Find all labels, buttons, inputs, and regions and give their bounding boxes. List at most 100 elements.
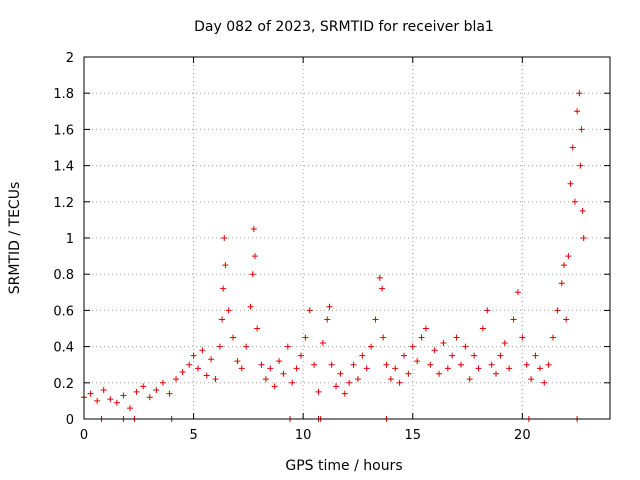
data-point [127, 405, 134, 412]
plot-frame [83, 56, 611, 420]
data-point [153, 387, 160, 394]
data-point [368, 343, 375, 350]
axis-ticks: 0 5 10 15 20 0 0.2 0.4 0.6 0.8 1 1.2 1.4 1.6 1.8 2 [53, 51, 610, 443]
data-point [479, 325, 486, 332]
data-point [519, 334, 526, 341]
data-point [222, 262, 229, 269]
data-point [173, 376, 180, 383]
data-point [234, 358, 241, 365]
data-point [199, 347, 206, 354]
data-point [396, 379, 403, 386]
data-point [100, 387, 107, 394]
data-point [251, 253, 258, 260]
data-point [363, 365, 370, 372]
chart-title: Day 082 of 2023, SRMTID for receiver bla… [194, 19, 494, 35]
data-point [346, 379, 353, 386]
data-point [422, 325, 429, 332]
data-point [567, 180, 574, 187]
y-tick-label: 0.8 [53, 268, 74, 283]
data-point [457, 361, 464, 368]
y-tick-label: 0.6 [53, 304, 74, 319]
data-point [271, 383, 278, 390]
data-point [379, 285, 386, 292]
data-point [319, 339, 326, 346]
data-point [449, 352, 456, 359]
data-point [569, 144, 576, 151]
data-point [436, 370, 443, 377]
data-point [400, 352, 407, 359]
data-point [580, 235, 587, 241]
data-point [550, 334, 557, 341]
data-point [238, 365, 245, 372]
data-point [501, 339, 508, 346]
y-tick-label: 0.2 [53, 377, 74, 392]
data-point [194, 365, 201, 372]
data-point [392, 365, 399, 372]
data-point [359, 352, 366, 359]
data-points [81, 90, 587, 422]
data-point [354, 376, 361, 383]
data-point [414, 358, 421, 365]
y-tick-label: 1.6 [53, 123, 74, 138]
data-point [563, 316, 570, 323]
data-point [444, 365, 451, 372]
data-point [87, 390, 94, 397]
data-point [212, 376, 219, 383]
data-point [230, 334, 237, 341]
data-point [427, 361, 434, 368]
data-point [250, 225, 257, 232]
data-point [289, 379, 296, 386]
data-point [280, 370, 287, 377]
data-point [254, 325, 261, 332]
data-point [113, 399, 120, 406]
y-tick-label: 1.8 [53, 87, 74, 102]
data-point [133, 388, 140, 395]
y-tick-label: 1 [66, 232, 74, 247]
data-point [107, 396, 114, 403]
data-point [554, 307, 561, 314]
data-point [431, 347, 438, 354]
data-point [576, 90, 583, 97]
data-point [208, 356, 215, 363]
data-point [471, 352, 478, 359]
y-tick-label: 1.2 [53, 196, 74, 211]
data-point [484, 307, 491, 314]
data-point [578, 126, 585, 133]
data-point [306, 307, 313, 314]
data-point [488, 361, 495, 368]
data-point [249, 271, 256, 278]
data-point [545, 361, 552, 368]
data-point [560, 262, 567, 269]
y-tick-label: 0 [66, 413, 74, 428]
data-point [276, 358, 283, 365]
data-point [510, 316, 517, 323]
data-point [315, 388, 322, 395]
data-point [466, 376, 473, 383]
data-point [203, 372, 210, 379]
data-point [341, 390, 348, 397]
data-point [497, 352, 504, 359]
data-point [225, 307, 232, 314]
data-point [258, 361, 265, 368]
data-point [577, 162, 584, 169]
y-tick-label: 1.4 [53, 160, 74, 175]
data-point [243, 343, 250, 350]
data-point [333, 383, 340, 390]
data-point [311, 361, 318, 368]
data-point [571, 198, 578, 205]
x-tick-label: 15 [404, 428, 421, 443]
data-point [190, 352, 197, 359]
data-point [372, 316, 379, 323]
data-point [146, 394, 153, 401]
data-point [541, 379, 548, 386]
data-point [284, 343, 291, 350]
x-tick-label: 10 [295, 428, 312, 443]
data-point [328, 361, 335, 368]
y-tick-label: 0.4 [53, 341, 74, 356]
data-point [380, 334, 387, 341]
x-tick-label: 0 [80, 428, 88, 443]
data-point [418, 334, 425, 341]
data-point [324, 316, 331, 323]
